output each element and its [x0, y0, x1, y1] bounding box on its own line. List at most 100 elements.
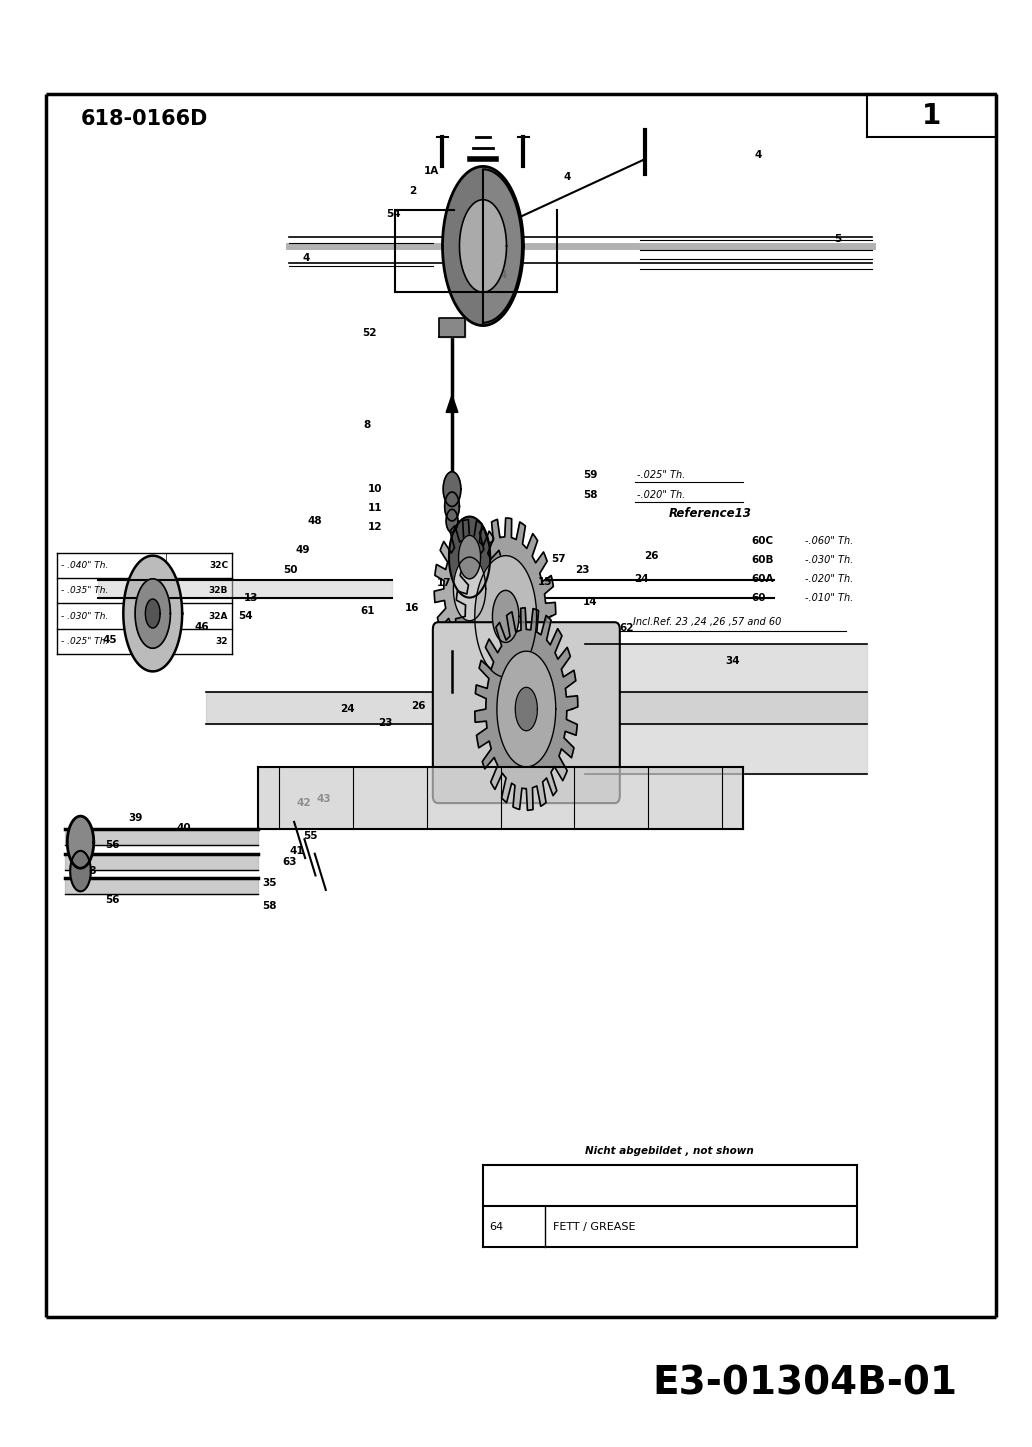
Text: 1A: 1A [424, 166, 439, 175]
Polygon shape [483, 169, 522, 323]
Text: 49: 49 [295, 546, 310, 554]
Text: 59: 59 [583, 470, 598, 479]
Polygon shape [146, 599, 160, 628]
Text: 34: 34 [725, 657, 740, 666]
Text: 32: 32 [216, 637, 228, 645]
Polygon shape [492, 590, 519, 642]
Text: 40: 40 [176, 823, 191, 832]
Text: FETT / GREASE: FETT / GREASE [553, 1221, 636, 1231]
Text: Incl.Ref. 23 ,24 ,26 ,57 and 60: Incl.Ref. 23 ,24 ,26 ,57 and 60 [633, 618, 781, 627]
Text: 13: 13 [244, 593, 258, 602]
Text: 4: 4 [302, 253, 311, 262]
Polygon shape [446, 509, 458, 532]
Text: 57: 57 [551, 554, 566, 563]
Text: 43: 43 [317, 794, 331, 803]
Text: 11: 11 [367, 504, 382, 512]
Polygon shape [458, 535, 481, 579]
Text: - .040" Th.: - .040" Th. [61, 561, 108, 570]
Text: -.060" Th.: -.060" Th. [805, 537, 853, 546]
Text: 14: 14 [583, 598, 598, 606]
Text: 17: 17 [437, 579, 451, 587]
Text: 54: 54 [386, 210, 400, 218]
Text: - .030" Th.: - .030" Th. [61, 612, 108, 621]
Text: 4: 4 [563, 172, 572, 181]
Polygon shape [65, 854, 258, 870]
Polygon shape [456, 518, 555, 715]
Text: 38: 38 [83, 867, 97, 875]
Polygon shape [439, 318, 465, 337]
Text: 10: 10 [367, 485, 382, 493]
Text: Reference13: Reference13 [669, 508, 751, 519]
Text: 23: 23 [378, 719, 392, 728]
Polygon shape [65, 829, 258, 845]
Polygon shape [98, 580, 392, 598]
Text: 55: 55 [303, 832, 318, 841]
Text: 62: 62 [619, 624, 634, 632]
Text: 24: 24 [341, 705, 355, 713]
Text: 1: 1 [922, 101, 941, 130]
Text: Nicht abgebildet , not shown: Nicht abgebildet , not shown [585, 1146, 754, 1156]
Text: 23: 23 [575, 566, 589, 574]
Text: 42: 42 [296, 799, 311, 807]
Text: 64: 64 [489, 1221, 504, 1231]
Text: 56: 56 [105, 896, 120, 904]
Text: 39: 39 [128, 813, 142, 822]
Text: 2: 2 [409, 187, 417, 195]
Text: 12: 12 [367, 522, 382, 531]
Text: 52: 52 [362, 328, 377, 337]
Text: - .035" Th.: - .035" Th. [61, 586, 108, 595]
Text: 26: 26 [411, 702, 425, 710]
Polygon shape [70, 851, 91, 891]
FancyBboxPatch shape [432, 622, 620, 803]
Text: 41: 41 [290, 846, 304, 855]
Text: 61: 61 [360, 606, 375, 615]
Text: 4: 4 [754, 150, 763, 159]
Text: 45: 45 [102, 635, 117, 644]
Text: 48: 48 [308, 517, 322, 525]
Polygon shape [434, 519, 505, 658]
Polygon shape [206, 692, 867, 724]
Text: 60B: 60B [751, 556, 774, 564]
Polygon shape [258, 767, 743, 829]
Text: 32B: 32B [208, 586, 228, 595]
Polygon shape [449, 517, 490, 598]
Polygon shape [443, 472, 461, 506]
Text: 4: 4 [499, 271, 508, 279]
Text: -.025" Th.: -.025" Th. [637, 470, 685, 479]
Text: - .025" Th.: - .025" Th. [61, 637, 108, 645]
Text: 60A: 60A [751, 574, 774, 583]
Polygon shape [135, 579, 170, 648]
Polygon shape [459, 200, 507, 292]
Text: 24: 24 [635, 574, 649, 583]
Text: 5: 5 [834, 234, 842, 243]
Text: 58: 58 [262, 901, 277, 910]
Polygon shape [475, 608, 578, 810]
Text: 35: 35 [262, 878, 277, 887]
Polygon shape [475, 556, 537, 677]
Text: 60: 60 [751, 593, 766, 602]
Text: 15: 15 [538, 577, 552, 586]
Text: -.010" Th.: -.010" Th. [805, 593, 853, 602]
Polygon shape [446, 395, 458, 412]
Text: 54: 54 [238, 612, 253, 621]
Polygon shape [585, 644, 867, 774]
Polygon shape [515, 687, 538, 731]
Text: 46: 46 [195, 622, 209, 631]
Text: 26: 26 [644, 551, 658, 560]
Text: 8: 8 [363, 421, 372, 430]
Text: 618-0166D: 618-0166D [80, 109, 207, 129]
Text: 32C: 32C [208, 561, 228, 570]
Text: 16: 16 [405, 603, 419, 612]
Text: E3-01304B-01: E3-01304B-01 [652, 1365, 958, 1402]
Polygon shape [65, 878, 258, 894]
Text: 58: 58 [583, 491, 598, 499]
Text: -.020" Th.: -.020" Th. [637, 491, 685, 499]
Polygon shape [453, 557, 486, 621]
Text: 50: 50 [283, 566, 297, 574]
Polygon shape [445, 492, 459, 521]
Text: 60C: 60C [751, 537, 773, 546]
Polygon shape [443, 166, 523, 326]
Text: 32A: 32A [208, 612, 228, 621]
Text: -.030" Th.: -.030" Th. [805, 556, 853, 564]
Polygon shape [67, 816, 94, 868]
